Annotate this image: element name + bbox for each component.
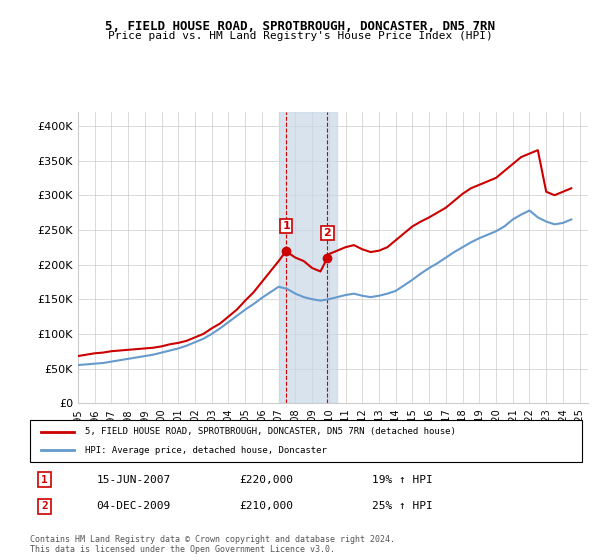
Text: 5, FIELD HOUSE ROAD, SPROTBROUGH, DONCASTER, DN5 7RN: 5, FIELD HOUSE ROAD, SPROTBROUGH, DONCAS… [105,20,495,32]
Text: Contains HM Land Registry data © Crown copyright and database right 2024.
This d: Contains HM Land Registry data © Crown c… [30,535,395,554]
Text: 25% ↑ HPI: 25% ↑ HPI [372,501,433,511]
Text: £220,000: £220,000 [240,475,294,485]
Text: 2: 2 [41,501,48,511]
Text: 1: 1 [41,475,48,485]
Text: 2: 2 [323,228,331,238]
Text: 5, FIELD HOUSE ROAD, SPROTBROUGH, DONCASTER, DN5 7RN (detached house): 5, FIELD HOUSE ROAD, SPROTBROUGH, DONCAS… [85,427,456,436]
Text: 19% ↑ HPI: 19% ↑ HPI [372,475,433,485]
Text: 15-JUN-2007: 15-JUN-2007 [96,475,170,485]
Text: 04-DEC-2009: 04-DEC-2009 [96,501,170,511]
FancyBboxPatch shape [30,420,582,462]
Text: 1: 1 [283,221,290,231]
Text: £210,000: £210,000 [240,501,294,511]
Text: Price paid vs. HM Land Registry's House Price Index (HPI): Price paid vs. HM Land Registry's House … [107,31,493,41]
Bar [278,112,337,403]
Text: HPI: Average price, detached house, Doncaster: HPI: Average price, detached house, Donc… [85,446,327,455]
